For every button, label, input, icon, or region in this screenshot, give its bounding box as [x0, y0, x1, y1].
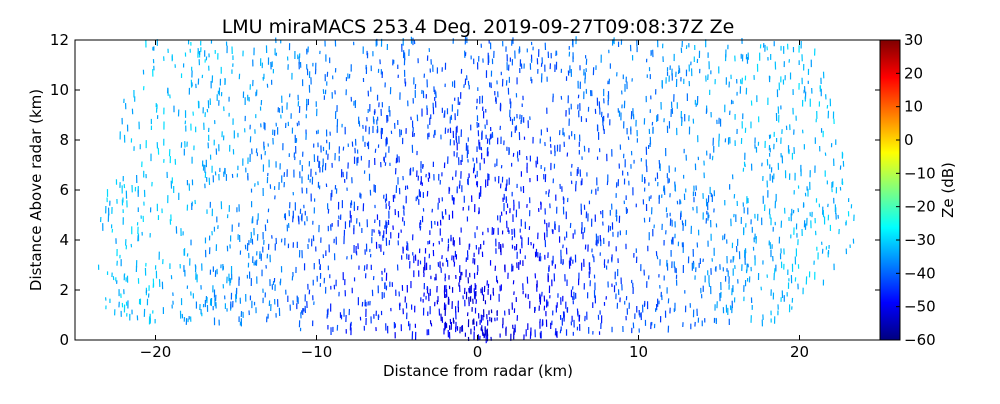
colorbar-tick-label: −50 — [904, 298, 936, 316]
colorbar-tick-label: 30 — [904, 31, 923, 49]
y-tick-label: 8 — [59, 131, 69, 149]
x-tick-label: −20 — [140, 343, 172, 361]
colorbar-ticks: 30 20 10 0 −10 −20 −30 −40 −50 −60 — [896, 31, 936, 349]
x-tick-label: 20 — [790, 343, 809, 361]
colorbar-label: Ze (dB) — [939, 162, 957, 218]
colorbar — [880, 40, 900, 340]
colorbar-tick-label: −10 — [904, 164, 936, 182]
x-axis-label: Distance from radar (km) — [383, 362, 573, 380]
colorbar-tick-label: 0 — [904, 131, 914, 149]
y-tick-label: 2 — [59, 281, 69, 299]
x-tick-label: 10 — [629, 343, 648, 361]
colorbar-tick-label: 10 — [904, 98, 923, 116]
x-tick-label: −10 — [301, 343, 333, 361]
y-tick-label: 4 — [59, 231, 69, 249]
scatter-layer — [99, 37, 854, 343]
colorbar-tick-label: 20 — [904, 64, 923, 82]
chart-title: LMU miraMACS 253.4 Deg. 2019-09-27T09:08… — [222, 16, 735, 38]
y-tick-label: 0 — [59, 331, 69, 349]
y-axis-label: Distance Above radar (km) — [27, 89, 45, 291]
y-tick-label: 12 — [50, 31, 69, 49]
y-tick-label: 6 — [59, 181, 69, 199]
colorbar-tick-label: −40 — [904, 264, 936, 282]
y-tick-label: 10 — [50, 81, 69, 99]
colorbar-tick-label: −30 — [904, 231, 936, 249]
x-tick-label: 0 — [473, 343, 483, 361]
colorbar-tick-label: −60 — [904, 331, 936, 349]
colorbar-tick-label: −20 — [904, 198, 936, 216]
